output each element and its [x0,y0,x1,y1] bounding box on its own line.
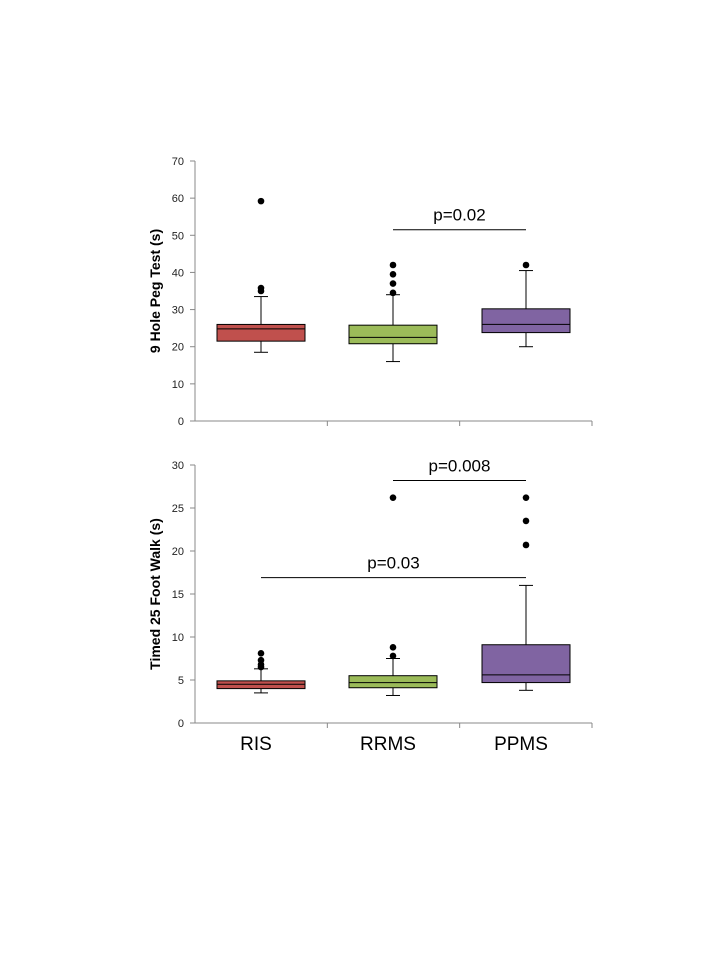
x-category-label: RRMS [360,734,416,755]
y-tick-label: 50 [172,230,184,242]
outlier-point [257,656,265,664]
y-tick-label: 5 [178,675,184,687]
y-tick-label: 10 [172,632,184,644]
y-tick-label: 20 [172,546,184,558]
outlier-point [389,261,397,269]
outlier-point [257,284,265,292]
box-ppms [481,494,571,691]
y-tick-label: 30 [172,305,184,317]
y-tick-label: 40 [172,267,184,279]
outlier-point [389,644,397,651]
box-body [216,323,306,342]
y-tick-label: 25 [172,503,184,515]
outlier-point [257,650,265,657]
y-axis-title: Timed 25 Foot Walk (s) [147,518,163,670]
y-tick-label: 60 [172,193,184,205]
y-tick-label: 20 [172,342,184,354]
outlier-point [389,289,397,297]
box-ris [216,650,306,694]
x-category-label: PPMS [494,734,548,755]
outlier-point [389,270,397,278]
p-value-label: p=0.02 [433,206,485,225]
chart-panel-1: 0 10 20 30 40 50 60 70 9 Hole Peg Test (s) p=0.02 [147,156,593,428]
outlier-point [389,494,397,501]
y-tick-label: 70 [172,156,184,168]
outlier-point [522,517,530,525]
y-tick-label: 0 [178,718,184,730]
p-value-label: p=0.03 [367,554,419,573]
outlier-point [389,652,397,660]
box-body [348,675,438,689]
outlier-point [522,494,530,501]
outlier-point [389,280,397,287]
y-tick-label: 15 [172,589,184,601]
box-rrms [348,261,438,363]
y-axis-title: 9 Hole Peg Test (s) [147,229,163,353]
box-body [481,644,571,684]
outlier-point [522,261,530,269]
x-category-label: RIS [240,734,272,755]
box-rrms [348,494,438,696]
box-body [481,308,571,334]
y-tick-label: 10 [172,379,184,391]
outlier-point [522,541,530,549]
y-tick-label: 0 [178,416,184,428]
chart-panel-2: 0 5 10 15 20 25 30 Timed 25 Foot Walk (s) p=0.00… [147,456,593,755]
y-tick-label: 30 [172,460,184,472]
outlier-point [257,197,265,205]
box-ris [216,197,306,353]
box-ppms [481,261,571,348]
box-body [348,324,438,345]
p-value-label: p=0.008 [429,456,491,475]
